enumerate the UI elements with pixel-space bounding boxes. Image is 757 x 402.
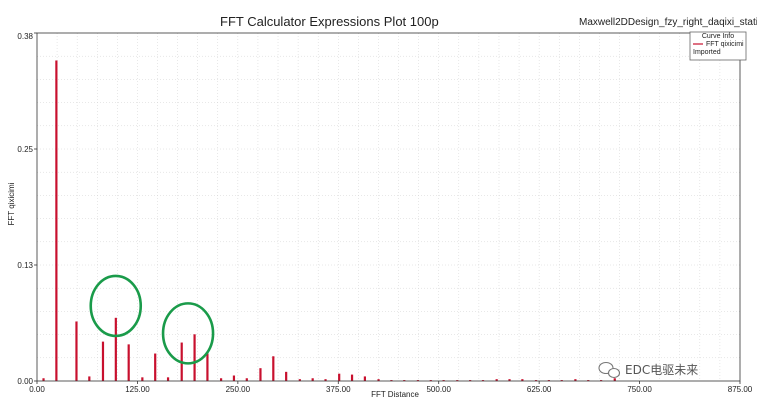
axes [36, 32, 741, 382]
fft-bar [259, 368, 262, 381]
fft-bar [456, 380, 459, 381]
x-tick-label: 375.00 [326, 385, 351, 394]
fft-bar [154, 353, 157, 381]
fft-bar [42, 378, 45, 381]
watermark: EDC电驱未来 [598, 361, 698, 379]
plot-background [37, 33, 740, 381]
legend-heading: Curve Info [702, 33, 734, 40]
fft-bar [587, 380, 590, 381]
fft-bar [481, 380, 485, 381]
fft-bar [272, 356, 275, 381]
y-axis-label: FFT qixicimi [7, 182, 16, 225]
fft-bar [311, 378, 314, 381]
fft-bar [219, 378, 223, 381]
fft-bar [547, 380, 550, 381]
x-tick-labels: 0.00 125.00 250.00 375.00 500.00 625.00 750.00… [29, 381, 753, 394]
fft-bar [245, 378, 248, 381]
fft-bar [560, 380, 563, 381]
fft-bar [469, 380, 472, 381]
legend[interactable]: Curve Info FFT qixicimi Imported [689, 31, 747, 61]
fft-bar [350, 374, 354, 381]
fft-bar [141, 377, 144, 381]
plot-area [36, 32, 741, 382]
highlight-circle [89, 274, 143, 338]
x-tick-label: 500.00 [426, 385, 451, 394]
legend-note: Imported [693, 49, 721, 56]
plot-frame [36, 32, 741, 382]
y-tick-label: 0.00 [17, 377, 33, 386]
y-tick-labels: 0.00 0.13 0.25 0.38 [17, 32, 37, 386]
y-tick-label: 0.38 [17, 32, 33, 41]
legend-entry: FFT qixicimi [706, 41, 744, 48]
x-tick-label: 0.00 [29, 385, 45, 394]
watermark-text: EDC电驱未来 [625, 363, 698, 377]
fft-bar [166, 377, 170, 381]
fft-bar [429, 380, 432, 381]
fft-bar [101, 341, 105, 381]
project-name: Maxwell2DDesign_fzy_right_daqixi_static [579, 17, 757, 28]
fft-bar [193, 334, 196, 381]
fft-bar [534, 380, 538, 381]
fft-bar [363, 376, 366, 381]
wechat-icon [598, 361, 621, 379]
fft-bar [75, 321, 78, 381]
x-tick-label: 750.00 [627, 385, 652, 394]
fft-bar [206, 353, 209, 381]
x-tick-label: 875.00 [728, 385, 753, 394]
highlight-circle [161, 302, 215, 365]
fft-bar [613, 378, 616, 381]
fft-bar [403, 380, 406, 381]
fft-bar [495, 379, 498, 381]
fft-bar [442, 380, 445, 381]
y-tick-label: 0.25 [17, 145, 33, 154]
x-tick-label: 250.00 [226, 385, 251, 394]
fft-bar [377, 379, 380, 381]
fft-bar [521, 379, 524, 381]
fft-bar [508, 379, 511, 381]
fft-bar [127, 344, 130, 381]
x-axis-label: FFT Distance [371, 390, 419, 399]
fft-bar [298, 379, 301, 381]
fft-bar [338, 373, 341, 381]
fft-bar [55, 60, 58, 381]
x-tick-label: 125.00 [125, 385, 150, 394]
fft-bar [285, 371, 288, 381]
fft-bar [232, 375, 236, 381]
fft-bar [324, 379, 327, 381]
fft-bar [600, 380, 603, 381]
fft-bar [390, 380, 393, 381]
fft-bar [88, 376, 91, 381]
fft-bar [574, 379, 577, 381]
legend-frame [689, 31, 747, 61]
y-tick-label: 0.13 [17, 261, 33, 270]
annotation-circles [89, 274, 215, 365]
fft-bar [114, 317, 117, 381]
x-tick-label: 625.00 [527, 385, 552, 394]
chart-title: FFT Calculator Expressions Plot 100p [220, 14, 439, 29]
fft-bar [416, 380, 420, 381]
